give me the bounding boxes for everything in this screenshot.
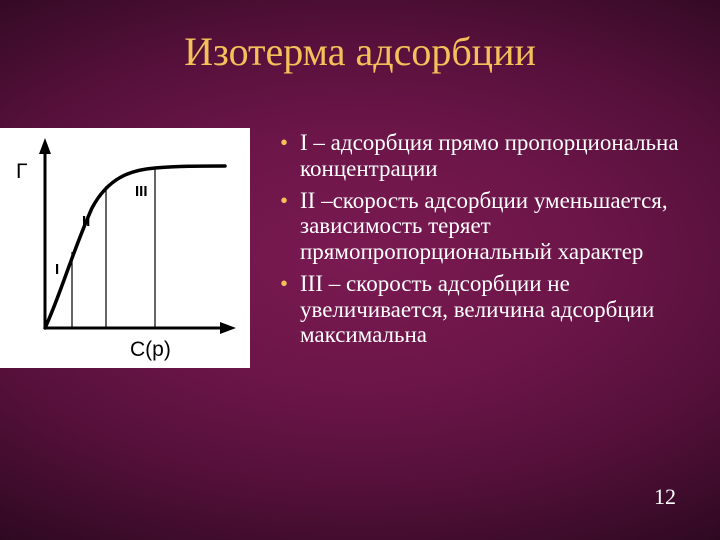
adsorption-isotherm-chart: I II III Г С(р) bbox=[0, 128, 250, 368]
region-label-3: III bbox=[135, 183, 148, 200]
region-label-1: I bbox=[55, 261, 59, 278]
y-axis-arrow-icon bbox=[39, 138, 51, 154]
x-axis-arrow-icon bbox=[220, 322, 236, 334]
slide: Изотерма адсорбции I II III bbox=[0, 0, 720, 540]
bullet-item: I – адсорбция прямо пропорциональна конц… bbox=[280, 130, 700, 182]
y-axis-label: Г bbox=[16, 160, 27, 183]
bullet-list: I – адсорбция прямо пропорциональна конц… bbox=[280, 128, 700, 354]
page-number: 12 bbox=[654, 484, 676, 510]
chart-svg: I II III Г С(р) bbox=[0, 128, 250, 368]
content-row: I II III Г С(р) I – адсорбция прямо проп… bbox=[20, 128, 700, 368]
bullet-item: II –скорость адсорбции уменьшается, зави… bbox=[280, 188, 700, 265]
bullet-item: III – скорость адсорбции не увеличиваетс… bbox=[280, 271, 700, 348]
region-label-2: II bbox=[82, 213, 90, 230]
x-axis-label: С(р) bbox=[130, 338, 171, 361]
slide-title: Изотерма адсорбции bbox=[0, 28, 720, 75]
